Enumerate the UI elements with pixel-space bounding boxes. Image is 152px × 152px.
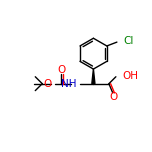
Text: OH: OH <box>122 71 138 81</box>
Text: O: O <box>43 79 52 89</box>
Text: O: O <box>109 92 118 102</box>
Text: Cl: Cl <box>123 36 133 46</box>
Polygon shape <box>92 69 95 84</box>
Text: NH: NH <box>61 79 76 89</box>
Text: O: O <box>57 65 66 75</box>
